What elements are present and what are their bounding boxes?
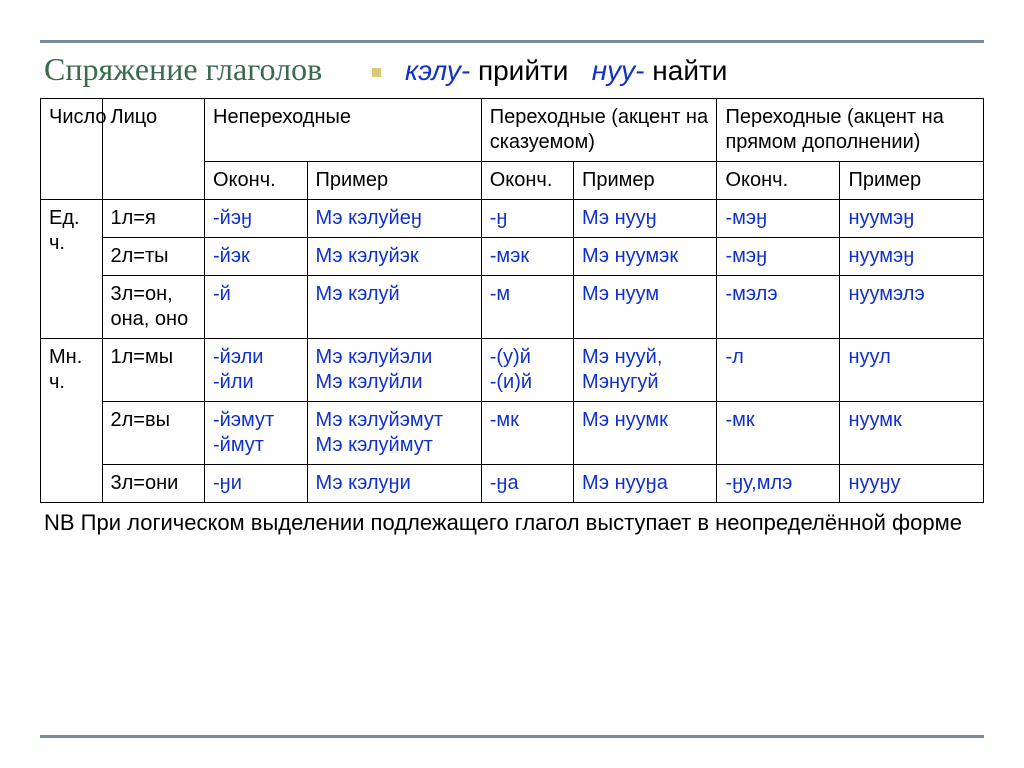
cell-ending: -йэӈ xyxy=(205,200,308,238)
cell-ending: -(у)й-(и)й xyxy=(481,339,573,402)
cell-example: нуул xyxy=(840,339,984,402)
cell-example: Мэ кэлуйеӈ xyxy=(307,200,481,238)
table-row: 2л=ты-йэкМэ кэлуйэк-мэкМэ нуумэк-мэӈнуум… xyxy=(41,238,984,276)
hdr-ending: Оконч. xyxy=(205,162,308,200)
cell-ending: -ӈа xyxy=(481,465,573,503)
verb1-stem: кэлу- xyxy=(405,55,470,86)
cell-example: Мэ нууӈа xyxy=(573,465,717,503)
hdr-ending: Оконч. xyxy=(717,162,840,200)
cell-ending: -мэӈ xyxy=(717,200,840,238)
cell-ending: -мк xyxy=(481,402,573,465)
hdr-trans-obj: Переходные (акцент на прямом дополнении) xyxy=(717,99,984,162)
cell-number: Мн. ч. xyxy=(41,339,103,503)
table-row: 2л=вы-йэмут-ймутМэ кэлуйэмутМэ кэлуймут-… xyxy=(41,402,984,465)
hdr-example: Пример xyxy=(573,162,717,200)
cell-example: Мэ кэлуйэлиМэ кэлуйли xyxy=(307,339,481,402)
table-row: 3л=он, она, оно-йМэ кэлуй-мМэ нуум-мэлэн… xyxy=(41,276,984,339)
conjugation-table: Число Лицо Непереходные Переходные (акце… xyxy=(40,98,984,503)
cell-person: 1л=мы xyxy=(102,339,205,402)
verb1-meaning: прийти xyxy=(478,55,568,86)
cell-example: нуумэӈ xyxy=(840,200,984,238)
cell-ending: -мэлэ xyxy=(717,276,840,339)
cell-person: 2л=вы xyxy=(102,402,205,465)
cell-ending: -йэк xyxy=(205,238,308,276)
verb2-meaning: найти xyxy=(652,55,727,86)
cell-ending: -м xyxy=(481,276,573,339)
hdr-number: Число xyxy=(41,99,103,200)
table-body: Ед. ч.1л=я-йэӈМэ кэлуйеӈ-ӈМэ нууӈ-мэӈнуу… xyxy=(41,200,984,503)
cell-person: 2л=ты xyxy=(102,238,205,276)
cell-ending: -ӈу,млэ xyxy=(717,465,840,503)
cell-ending: -л xyxy=(717,339,840,402)
cell-example: Мэ кэлуйэмутМэ кэлуймут xyxy=(307,402,481,465)
header-row: Спряжение глаголов кэлу- прийти нуу- най… xyxy=(44,51,984,88)
cell-number: Ед. ч. xyxy=(41,200,103,339)
table-row: Ед. ч.1л=я-йэӈМэ кэлуйеӈ-ӈМэ нууӈ-мэӈнуу… xyxy=(41,200,984,238)
slide-frame: Спряжение глаголов кэлу- прийти нуу- най… xyxy=(40,40,984,738)
cell-example: Мэ кэлуйэк xyxy=(307,238,481,276)
hdr-trans-pred: Переходные (акцент на сказуемом) xyxy=(481,99,717,162)
cell-example: нуумк xyxy=(840,402,984,465)
cell-example: нуумэӈ xyxy=(840,238,984,276)
cell-ending: -ӈи xyxy=(205,465,308,503)
cell-ending: -йэмут-ймут xyxy=(205,402,308,465)
cell-ending: -мк xyxy=(717,402,840,465)
slide-title: Спряжение глаголов xyxy=(44,51,322,88)
cell-person: 3л=они xyxy=(102,465,205,503)
cell-example: Мэ кэлуӈи xyxy=(307,465,481,503)
cell-example: нуумэлэ xyxy=(840,276,984,339)
cell-example: Мэ нуумэк xyxy=(573,238,717,276)
cell-example: Мэ нууй,Мэнугуй xyxy=(573,339,717,402)
table-row: 3л=они-ӈиМэ кэлуӈи-ӈаМэ нууӈа-ӈу,млэнууӈ… xyxy=(41,465,984,503)
cell-ending: -мэӈ xyxy=(717,238,840,276)
cell-example: Мэ нуумк xyxy=(573,402,717,465)
hdr-intrans: Непереходные xyxy=(205,99,482,162)
verb-definitions: кэлу- прийти нуу- найти xyxy=(372,55,727,87)
cell-example: Мэ нууӈ xyxy=(573,200,717,238)
cell-example: нууӈу xyxy=(840,465,984,503)
cell-ending: -ӈ xyxy=(481,200,573,238)
hdr-person: Лицо xyxy=(102,99,205,200)
cell-example: Мэ нуум xyxy=(573,276,717,339)
table-header-row: Число Лицо Непереходные Переходные (акце… xyxy=(41,99,984,162)
cell-ending: -мэк xyxy=(481,238,573,276)
verb2-stem: нуу- xyxy=(592,55,645,86)
cell-ending: -йэли-йли xyxy=(205,339,308,402)
table-row: Мн. ч.1л=мы-йэли-йлиМэ кэлуйэлиМэ кэлуйл… xyxy=(41,339,984,402)
hdr-example: Пример xyxy=(840,162,984,200)
hdr-ending: Оконч. xyxy=(481,162,573,200)
footnote: NB При логическом выделении подлежащего … xyxy=(44,509,984,538)
hdr-example: Пример xyxy=(307,162,481,200)
bullet-icon xyxy=(372,68,381,77)
cell-person: 3л=он, она, оно xyxy=(102,276,205,339)
cell-example: Мэ кэлуй xyxy=(307,276,481,339)
cell-person: 1л=я xyxy=(102,200,205,238)
cell-ending: -й xyxy=(205,276,308,339)
